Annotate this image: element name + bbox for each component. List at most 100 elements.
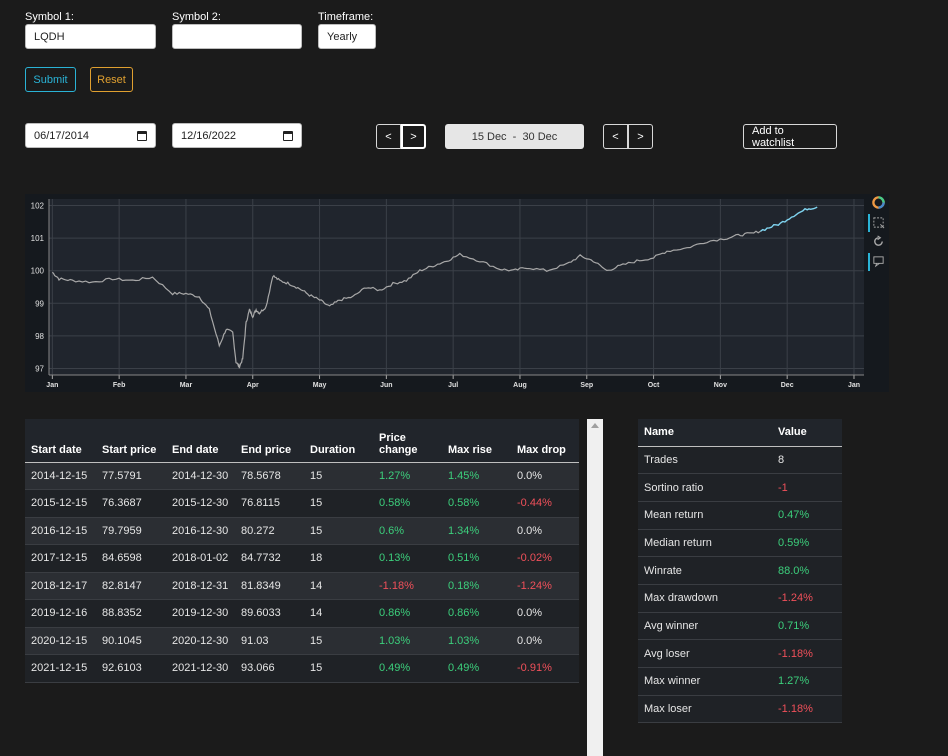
trades-column-header: Max drop [511,419,579,463]
hover-tooltip-icon[interactable] [872,255,885,268]
timeframe-value: Yearly [327,30,358,43]
next-period-button[interactable]: > [401,124,426,149]
table-cell: 2016-12-15 [25,517,96,545]
stats-row: Max winner 1.27% [638,667,842,696]
stats-row: Median return 0.59% [638,529,842,558]
symbol1-field[interactable] [25,24,156,49]
table-cell: -0.91% [511,654,579,683]
symbol2-label: Symbol 2: [172,11,221,23]
date-range-text: 15 Dec - 30 Dec [471,130,558,143]
table-cell: 92.6103 [96,654,166,683]
trades-header-row: Start date Start price End date End price Du… [25,419,579,463]
x-tick-label: Sep [580,382,593,389]
start-date-field[interactable]: 06/17/2014 [25,123,156,148]
table-cell: 0.0% [511,627,579,655]
table-cell: 15 [304,489,373,518]
x-tick-label: Mar [180,382,193,389]
box-zoom-icon[interactable] [872,216,885,229]
symbol1-input[interactable] [34,30,147,43]
symbol1-label: Symbol 1: [25,11,74,23]
table-row: 2018-12-17 82.8147 2018-12-31 81.8349 14 -1.1… [25,572,579,600]
symbol2-field[interactable] [172,24,302,49]
table-cell: 15 [304,654,373,683]
active-tool-indicator [868,253,870,271]
next-trade-button[interactable]: > [628,124,653,149]
table-cell: 2021-12-30 [166,654,235,683]
table-cell: 0.0% [511,517,579,545]
x-tick-label: Oct [648,382,660,389]
reset-button[interactable]: Reset [90,67,133,92]
stats-row: Max drawdown -1.24% [638,584,842,613]
table-cell: 0.58% [373,489,442,518]
table-row: 2016-12-15 79.7959 2016-12-30 80.272 15 0.6% 1… [25,517,579,545]
stat-value: 8 [772,446,842,475]
trade-highlight-line [760,206,818,232]
y-tick-label: 99 [35,299,44,308]
table-cell: 1.03% [442,627,511,655]
table-cell: 77.5791 [96,462,166,490]
y-tick-label: 97 [35,364,44,373]
stat-name: Winrate [638,556,772,585]
scrollbar[interactable] [587,419,603,756]
table-cell: -1.18% [373,572,442,600]
x-tick-label: Apr [247,382,259,389]
stat-value: -1.24% [772,584,842,613]
y-tick-label: 98 [35,332,44,341]
table-cell: 15 [304,462,373,490]
table-cell: 84.6598 [96,544,166,573]
table-row: 2015-12-15 76.3687 2015-12-30 76.8115 15 0.58… [25,489,579,518]
scroll-up-icon[interactable] [591,423,599,428]
table-cell: 2021-12-15 [25,654,96,683]
table-cell: 2014-12-15 [25,462,96,490]
bokeh-logo-icon[interactable] [872,196,885,209]
table-cell: 2015-12-15 [25,489,96,518]
table-cell: 0.0% [511,462,579,490]
calendar-icon[interactable] [283,130,293,141]
stat-value: -1.18% [772,695,842,724]
prev-period-button[interactable]: < [376,124,401,149]
stat-value: -1 [772,473,842,502]
timeframe-select[interactable]: Yearly [318,24,376,49]
stat-name: Median return [638,529,772,558]
reset-icon[interactable] [872,235,885,248]
trades-column-header: Max rise [442,419,511,463]
stat-name: Trades [638,446,772,475]
stat-value: 88.0% [772,556,842,585]
trades-column-header: Start date [25,419,96,463]
stat-name: Max loser [638,695,772,724]
table-cell: 91.03 [235,627,304,655]
table-cell: -1.24% [511,572,579,600]
date-range-display: 15 Dec - 30 Dec [445,124,584,149]
trades-column-header: End date [166,419,235,463]
symbol2-input[interactable] [181,30,293,43]
x-tick-label: May [313,382,327,389]
price-chart[interactable]: 97 98 99 100 101 102 Jan Feb Mar Apr May Jun Jul Aug S… [25,194,889,392]
trades-column-header: Price change [373,419,442,463]
x-tick-label: Aug [513,382,527,389]
table-cell: 0.51% [442,544,511,573]
end-date-field[interactable]: 12/16/2022 [172,123,302,148]
price-chart-svg: 97 98 99 100 101 102 Jan Feb Mar Apr May Jun Jul Aug S… [31,199,864,389]
table-cell: 15 [304,517,373,545]
add-to-watchlist-button[interactable]: Add to watchlist [743,124,837,149]
table-cell: 0.13% [373,544,442,573]
x-tick-label: Jul [448,382,458,389]
y-tick-label: 100 [31,267,45,276]
stat-value: 0.59% [772,529,842,558]
table-cell: 81.8349 [235,572,304,600]
x-tick-label: Jun [380,382,392,389]
table-cell: 2020-12-15 [25,627,96,655]
end-date-value: 12/16/2022 [181,129,237,142]
y-tick-label: 101 [31,234,45,243]
stat-value: 0.71% [772,612,842,641]
stats-column-header: Name [638,419,772,447]
submit-button[interactable]: Submit [25,67,76,92]
table-cell: 88.8352 [96,599,166,628]
table-row: 2021-12-15 92.6103 2021-12-30 93.066 15 0.49%… [25,654,579,683]
table-cell: -0.44% [511,489,579,518]
table-cell: 2015-12-30 [166,489,235,518]
table-cell: 0.0% [511,599,579,628]
x-tick-label: Feb [113,382,125,389]
calendar-icon[interactable] [137,130,147,141]
prev-trade-button[interactable]: < [603,124,628,149]
